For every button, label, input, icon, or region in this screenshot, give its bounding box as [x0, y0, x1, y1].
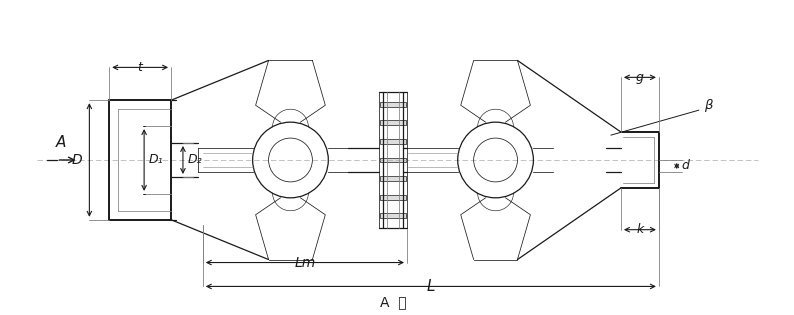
Text: Lm: Lm — [295, 255, 315, 270]
Bar — [380, 102, 406, 107]
Text: A  向: A 向 — [380, 295, 407, 309]
Text: D: D — [71, 153, 83, 167]
Text: L: L — [426, 279, 435, 295]
Text: g: g — [636, 72, 644, 84]
Bar — [380, 120, 406, 125]
Text: t: t — [137, 61, 143, 74]
Bar — [380, 213, 406, 218]
Bar — [380, 139, 406, 144]
Text: k: k — [636, 223, 644, 236]
Text: D₁: D₁ — [149, 153, 164, 167]
Text: β: β — [703, 99, 712, 112]
Text: d: d — [682, 159, 690, 173]
Bar — [380, 176, 406, 181]
Text: D₂: D₂ — [188, 153, 202, 167]
Bar — [380, 158, 406, 163]
Text: A: A — [56, 135, 67, 150]
Bar — [380, 195, 406, 200]
